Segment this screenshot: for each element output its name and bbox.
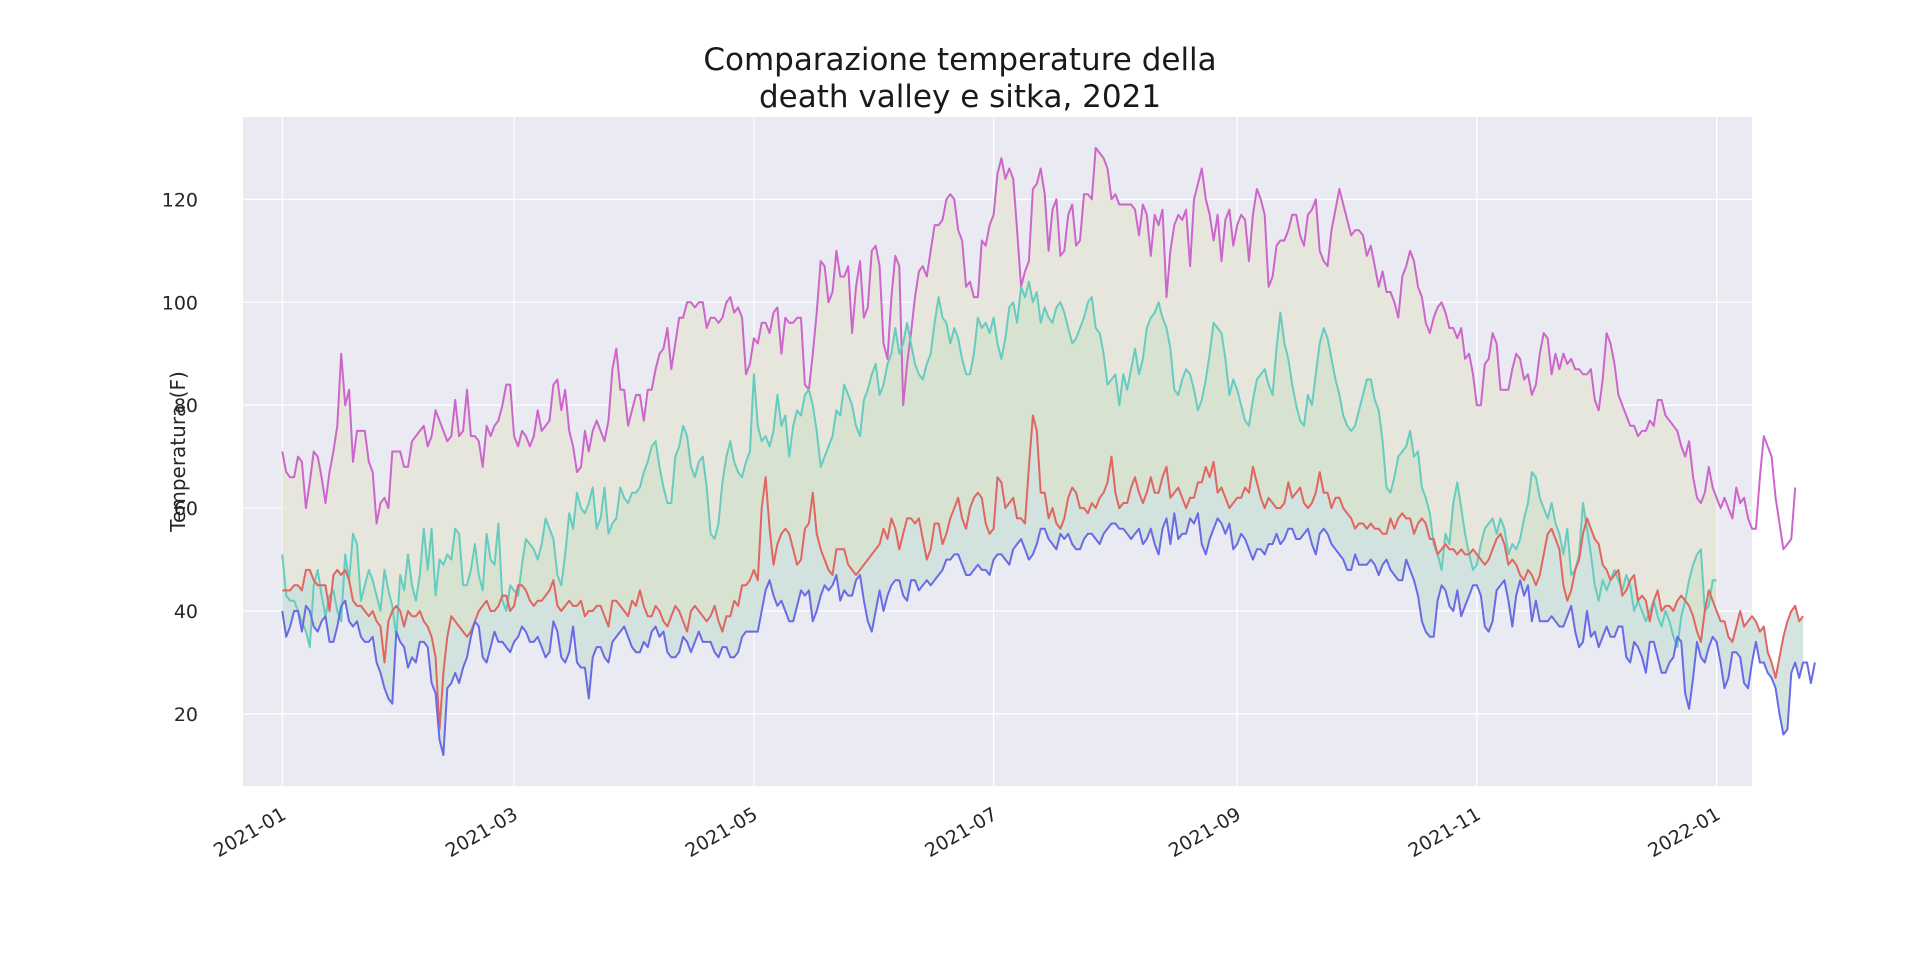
y-tick-label: 80 bbox=[174, 395, 198, 417]
y-tick-label: 40 bbox=[174, 601, 198, 623]
series-line-1 bbox=[281, 146, 1797, 551]
y-axis-label: Temperatura (F) bbox=[166, 371, 190, 533]
y-tick-label: 20 bbox=[174, 704, 198, 726]
series-line-3 bbox=[282, 414, 1804, 731]
x-tick-label: 2021-07 bbox=[921, 803, 1001, 862]
fill-band bbox=[282, 147, 1717, 648]
x-tick-label: 2021-11 bbox=[1405, 803, 1485, 862]
y-tick-label: 120 bbox=[162, 189, 198, 211]
fill-band bbox=[282, 415, 1804, 756]
series-lines bbox=[281, 146, 1816, 757]
x-tick-label: 2021-05 bbox=[682, 803, 762, 862]
series-line-2 bbox=[281, 280, 1717, 649]
x-tick-label: 2021-01 bbox=[210, 803, 290, 862]
x-tick-label: 2021-03 bbox=[442, 803, 522, 862]
series-line-4 bbox=[281, 512, 1816, 757]
y-tick-label: 100 bbox=[162, 292, 198, 314]
x-tick-label: 2022-01 bbox=[1644, 803, 1724, 862]
chart-title: Comparazione temperature della death val… bbox=[703, 42, 1217, 115]
fill-bands bbox=[282, 147, 1804, 756]
y-tick-label: 60 bbox=[174, 498, 198, 520]
y-tick-labels: 20 40 60 80 100 120 bbox=[162, 189, 198, 726]
x-tick-labels: 2021-01 2021-03 2021-05 2021-07 2021-09 2021-… bbox=[210, 803, 1724, 862]
fill-band bbox=[282, 281, 1717, 730]
x-tick-label: 2021-09 bbox=[1165, 803, 1245, 862]
